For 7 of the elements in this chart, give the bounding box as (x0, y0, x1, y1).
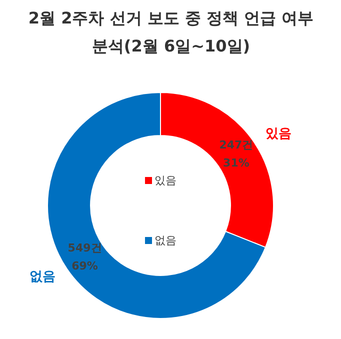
chart-title: 2월 2주차 선거 보도 중 정책 언급 여부 분석(2월 6일~10일) (28, 8, 314, 56)
data-label: 549건 69% (68, 241, 102, 272)
legend-label: 있음 (154, 174, 176, 187)
slice-label: 있음 (266, 126, 292, 142)
legend-label: 없음 (154, 234, 176, 247)
data-label: 247건 31% (219, 138, 254, 170)
slice-label: 없음 (29, 269, 56, 284)
